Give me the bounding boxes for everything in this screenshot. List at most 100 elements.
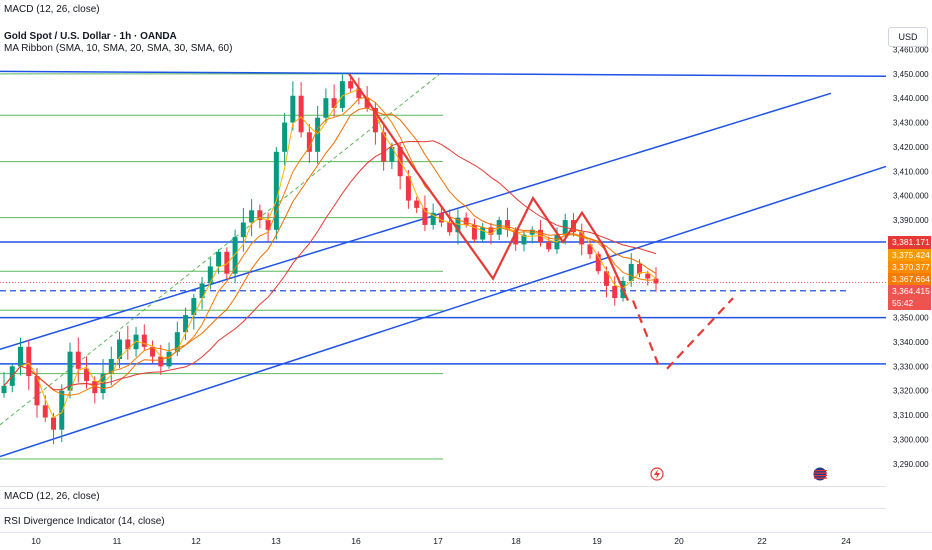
candle-body	[125, 339, 131, 350]
x-axis-tick-label: 17	[433, 536, 443, 546]
ma-ribbon-line	[3, 107, 657, 391]
candle-body	[364, 98, 370, 108]
candle-body	[579, 232, 585, 245]
candle-body	[216, 251, 222, 267]
candle-body	[183, 315, 189, 333]
candle-body	[331, 98, 337, 108]
candle-body	[199, 283, 205, 299]
price-label-4: 3,367.664	[888, 273, 931, 286]
candle-body	[67, 351, 73, 391]
candle-body	[59, 390, 65, 430]
y-axis-tick-label: 3,330.000	[893, 362, 929, 371]
candle-body	[628, 263, 634, 281]
us-flag-stripe	[814, 475, 827, 477]
candle-body	[356, 88, 362, 99]
ma-ribbon-legend: MA Ribbon (SMA, 10, SMA, 20, SMA, 30, SM…	[4, 43, 233, 54]
x-axis-tick-label: 10	[31, 536, 41, 546]
candle-body	[504, 220, 510, 230]
rsi-pane-label: RSI Divergence Indicator (14, close)	[4, 516, 165, 527]
candle-body	[438, 212, 444, 223]
candle-body	[166, 351, 172, 367]
y-axis-tick-label: 3,300.000	[893, 435, 929, 444]
candle-body	[1, 385, 7, 394]
y-axis-tick-label: 3,340.000	[893, 338, 929, 347]
candle-body	[455, 217, 461, 233]
y-axis-tick-label: 3,390.000	[893, 216, 929, 225]
channel-lower-line	[0, 165, 887, 458]
channel-upper-line	[0, 92, 832, 350]
price-label-current: 3,364.415	[888, 285, 931, 298]
symbol-title: Gold Spot / U.S. Dollar · 1h · OANDA	[4, 31, 177, 42]
candle-body	[51, 417, 57, 430]
lightning-icon-glyph	[654, 469, 660, 479]
candle-body	[653, 278, 659, 284]
candle-body	[18, 346, 24, 367]
y-axis-tick-label: 3,350.000	[893, 314, 929, 323]
us-flag-stripe	[814, 472, 827, 474]
candle-body	[306, 132, 312, 152]
candle-body	[282, 122, 288, 152]
candle-body	[257, 210, 263, 221]
projection-dashed-line	[631, 297, 734, 370]
candle-body	[471, 224, 477, 240]
currency-button[interactable]: USD	[888, 27, 928, 47]
candle-body	[603, 271, 609, 286]
x-axis-tick-label: 16	[351, 536, 361, 546]
price-label-2: 3,375.424	[888, 249, 931, 262]
candle-body	[612, 285, 618, 299]
x-axis-tick-label: 24	[841, 536, 851, 546]
price-label-1: 3,381.171	[888, 236, 931, 249]
y-axis-tick-label: 3,440.000	[893, 94, 929, 103]
candle-body	[636, 263, 642, 274]
y-axis-tick-label: 3,450.000	[893, 70, 929, 79]
candle-body	[521, 234, 527, 245]
candle-body	[381, 132, 387, 162]
candle-body	[405, 176, 411, 201]
y-axis-tick-label: 3,320.000	[893, 387, 929, 396]
candle-body	[232, 237, 238, 274]
candle-body	[207, 266, 213, 284]
candle-body	[645, 273, 651, 279]
candle-body	[141, 334, 147, 347]
x-axis-tick-label: 19	[592, 536, 602, 546]
candle-body	[430, 212, 436, 225]
y-axis-tick-label: 3,310.000	[893, 411, 929, 420]
candle-body	[92, 380, 98, 394]
ma-ribbon-line	[3, 140, 657, 391]
candle-body	[372, 107, 378, 133]
candle-body	[150, 346, 156, 357]
trend-dashed-green	[0, 73, 441, 426]
candle-body	[273, 151, 279, 230]
candle-body	[463, 217, 469, 225]
candle-body	[191, 298, 197, 316]
candle-body	[447, 222, 453, 233]
candle-body	[480, 227, 486, 240]
x-axis-tick-label: 12	[191, 536, 201, 546]
zigzag-pattern-line	[348, 73, 630, 301]
x-axis-tick-label: 18	[511, 536, 521, 546]
y-axis-tick-label: 3,400.000	[893, 192, 929, 201]
candle-body	[158, 356, 164, 367]
candle-body	[422, 207, 428, 225]
candle-body	[546, 242, 552, 250]
macd-header: MACD (12, 26, close)	[4, 4, 100, 15]
pane-separator	[0, 486, 886, 487]
candle-body	[133, 334, 139, 350]
candle-body	[42, 405, 48, 418]
y-axis-tick-label: 3,430.000	[893, 119, 929, 128]
candle-body	[488, 227, 494, 235]
candle-body	[174, 332, 180, 352]
candle-body	[108, 359, 114, 374]
candle-body	[513, 229, 519, 245]
x-axis-tick-label: 11	[113, 536, 122, 546]
y-axis-tick-label: 3,460.000	[893, 45, 929, 54]
candle-body	[290, 95, 296, 123]
candle-body	[587, 244, 593, 255]
candle-body	[348, 81, 354, 89]
x-axis-tick-label: 20	[674, 536, 684, 546]
candle-body	[389, 146, 395, 162]
candle-body	[117, 339, 123, 359]
us-flag-stripe	[814, 477, 827, 479]
candle-body	[323, 98, 329, 118]
